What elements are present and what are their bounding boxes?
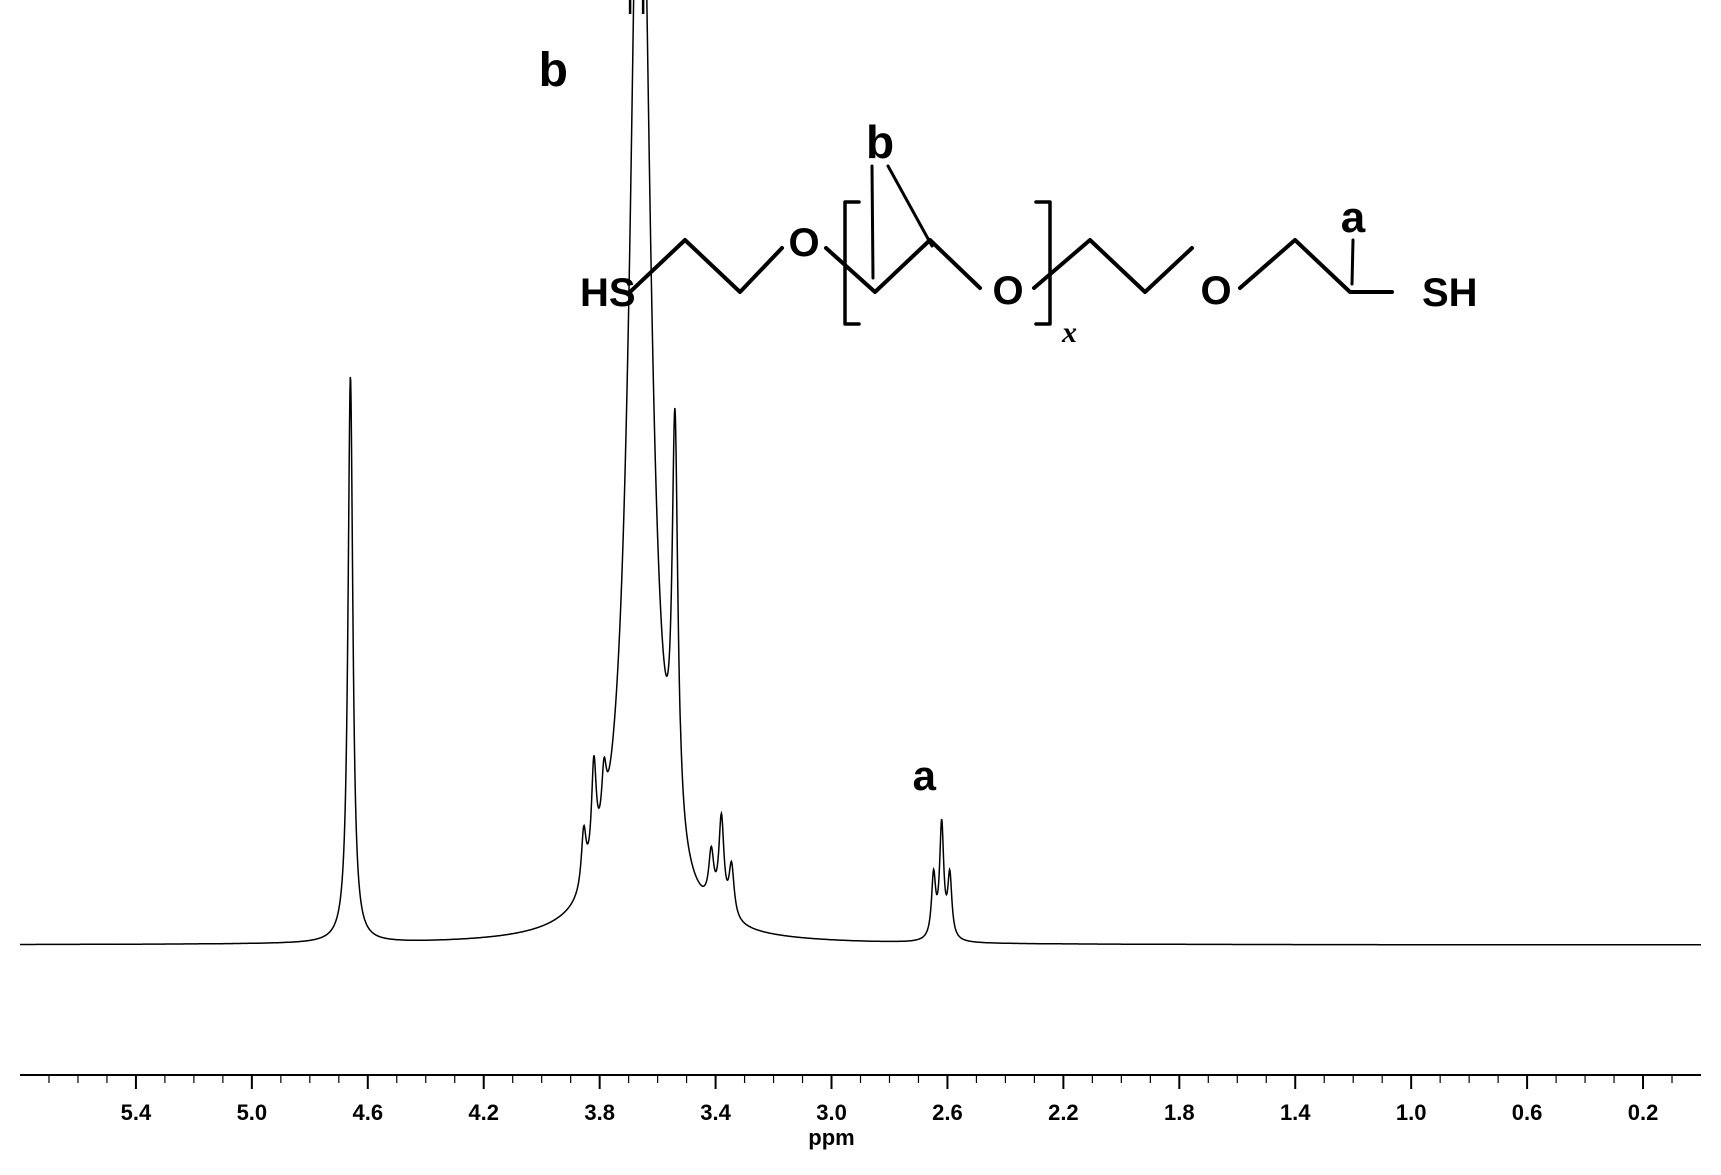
bond: [1034, 240, 1192, 292]
atom-label: O: [992, 269, 1023, 313]
x-axis-tick-label: 1.8: [1164, 1100, 1195, 1125]
x-axis-tick-label: 0.6: [1512, 1100, 1543, 1125]
atom-label: SH: [1422, 271, 1478, 315]
clip-artifact: [630, 0, 643, 14]
x-axis-tick-label: 2.2: [1048, 1100, 1079, 1125]
peak-annotation-b: b: [539, 44, 568, 97]
x-axis-label: ppm: [808, 1125, 854, 1150]
x-axis-tick-label: 5.4: [121, 1100, 152, 1125]
x-axis-tick-label: 4.2: [468, 1100, 499, 1125]
bond: [630, 240, 782, 292]
atom-label: HS: [580, 271, 636, 315]
bond: [1240, 240, 1392, 292]
bond: [888, 166, 932, 246]
x-axis-tick-label: 3.0: [816, 1100, 847, 1125]
bond: [1036, 202, 1050, 324]
bond: [845, 202, 859, 324]
nmr-figure: 5.4 5.0 4.6 4.2 3.8 3.4 3.0 2.6 2.2 1.8 1.4 1.0 0.6 0…: [0, 0, 1721, 1170]
repeat-subscript: x: [1061, 316, 1077, 349]
bond: [826, 240, 980, 292]
x-axis-tick-label: 5.0: [237, 1100, 268, 1125]
bond: [872, 166, 873, 278]
spectrum-trace: [20, 0, 1701, 945]
x-axis-tick-label: 3.8: [584, 1100, 615, 1125]
atom-label: O: [788, 221, 819, 265]
bond: [1352, 240, 1353, 284]
x-axis-tick-label: 2.6: [932, 1100, 963, 1125]
atom-label: O: [1200, 269, 1231, 313]
x-axis-tick-label: 4.6: [352, 1100, 383, 1125]
x-axis-tick-label: 1.4: [1280, 1100, 1311, 1125]
x-axis-tick-label: 1.0: [1396, 1100, 1427, 1125]
structure-annotation-a: a: [1341, 193, 1366, 242]
chemical-structure: HS O Ox O SH b a: [580, 116, 1478, 349]
peak-annotation-a: a: [913, 752, 937, 799]
structure-annotation-b: b: [866, 116, 894, 168]
x-axis-tick-label: 3.4: [700, 1100, 731, 1125]
x-axis-tick-label: 0.2: [1628, 1100, 1659, 1125]
